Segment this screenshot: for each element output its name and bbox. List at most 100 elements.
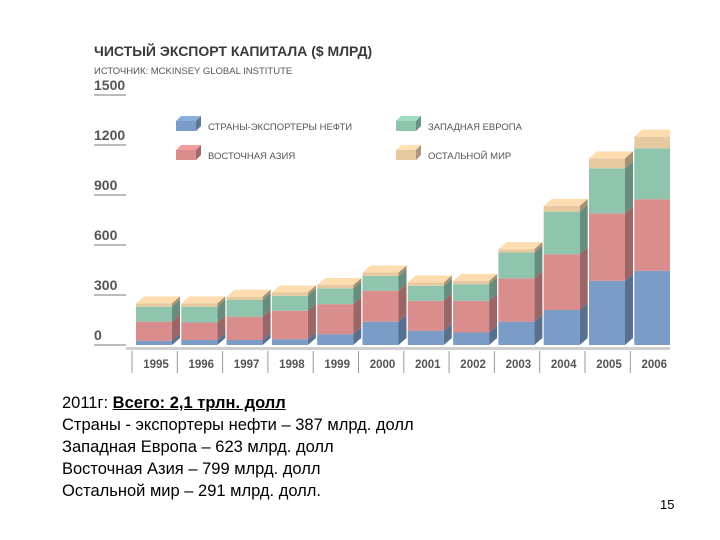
bar-side [625,206,633,281]
bar-segment [317,304,354,335]
bar-segment [453,332,490,345]
bar-segment [181,340,218,345]
bar-side [172,296,180,307]
caption-line-total: 2011г: Всего: 2,1 трлн. долл [62,392,562,414]
bar-side [489,277,498,301]
bar-side [172,314,180,341]
bar-segment [271,292,308,296]
y-tick-label: 300 [94,277,118,293]
bar-side [398,283,407,322]
bar-side [625,161,633,214]
caption-block: 2011г: Всего: 2,1 трлн. долл Страны - эк… [62,392,562,502]
x-tick-label: 2004 [551,359,577,371]
bar-side [353,327,362,345]
chart-subtitle: ИСТОЧНИК: MCKINSEY GLOBAL INSTITUTE [94,66,292,77]
bar-side [262,289,271,300]
bar-side [579,303,588,345]
page-number: 15 [660,497,675,512]
legend-label: ВОСТОЧНАЯ АЗИЯ [208,151,295,162]
bar-side [534,314,543,345]
bar-side [217,333,226,345]
bar-segment [407,282,444,286]
bar-side [172,333,180,345]
y-tick-label: 1500 [94,77,125,93]
bar-segment [634,136,670,149]
caption-line-europe: Западная Европа – 623 млрд. долл [62,438,334,456]
caption-line-oil: Страны - экспортеры нефти – 387 млрд. до… [62,416,414,434]
x-tick-label: 1998 [279,359,305,371]
bar-top [589,151,633,159]
bar-segment [136,303,172,307]
x-tick-label: 1996 [189,359,215,371]
bar-segment [543,254,580,310]
bar-segment [543,205,580,212]
bar-segment [634,199,670,271]
y-tick-label: 0 [94,327,102,343]
bar-top [317,278,362,285]
bar-segment [226,316,263,340]
caption-total: Всего: 2,1 трлн. долл [112,394,286,412]
bar-side [489,273,498,285]
legend-swatch-side [196,116,201,131]
bar-side [307,285,316,296]
x-tick-label: 2006 [642,359,668,371]
bar-segment [181,303,218,307]
legend-swatch-top [396,116,421,121]
bar-side [353,278,362,289]
x-tick-label: 2002 [460,359,486,371]
bar-segment [543,310,580,345]
bar-side [262,293,271,317]
bar-side [443,275,452,286]
legend-swatch-top [176,116,201,121]
bar-segment [498,321,535,345]
bar-segment [136,340,172,345]
bar-side [489,293,498,333]
legend-swatch [396,150,416,160]
bar-top [136,296,180,304]
bar-segment [498,252,535,279]
bar-segment [226,300,263,317]
bar-side [534,242,543,253]
bar-segment [362,272,399,276]
bar-side [443,323,452,345]
legend-label: СТРАНЫ-ЭКСПОРТЕРЫ НЕФТИ [208,122,352,133]
bar-top [407,275,452,283]
bar-side [353,297,362,335]
bar-segment [453,300,490,333]
bar-side [307,288,316,311]
legend-swatch [176,121,196,131]
bar-side [307,332,316,345]
bar-side [625,273,633,345]
legend-swatch [396,121,416,131]
bar-top [498,242,543,250]
bar-segment [498,249,535,253]
bar-side [398,268,407,291]
bar-segment [271,310,308,340]
bar-segment [407,330,444,345]
legend-swatch-side [416,116,421,131]
bar-side [579,198,588,212]
bar-segment [271,339,308,345]
bar-top [271,285,316,293]
legend-swatch-top [176,145,201,150]
bar-segment [589,158,625,169]
bar-segment [136,306,172,322]
legend-swatch-side [416,145,421,160]
legend-label: ЗАПАДНАЯ ЕВРОПА [428,122,523,133]
bar-side [443,293,452,331]
bar-side [579,247,588,310]
y-tick-label: 900 [94,177,118,193]
caption-line-rest: Остальной мир – 291 млрд. долл. [62,482,321,500]
bar-side [353,281,362,305]
bar-side [579,204,588,255]
x-tick-label: 1999 [324,359,350,371]
x-axis-base [126,347,670,350]
bar-segment [317,285,354,289]
legend-label: ОСТАЛЬНОЙ МИР [428,150,511,162]
legend-swatch-top [396,145,421,150]
bar-segment [407,285,444,301]
caption-line-asia: Восточная Азия – 799 млрд. долл [62,460,321,478]
y-tick-label: 1200 [94,127,125,143]
bar-segment [181,306,218,323]
caption-year: 2011г: [62,394,113,412]
